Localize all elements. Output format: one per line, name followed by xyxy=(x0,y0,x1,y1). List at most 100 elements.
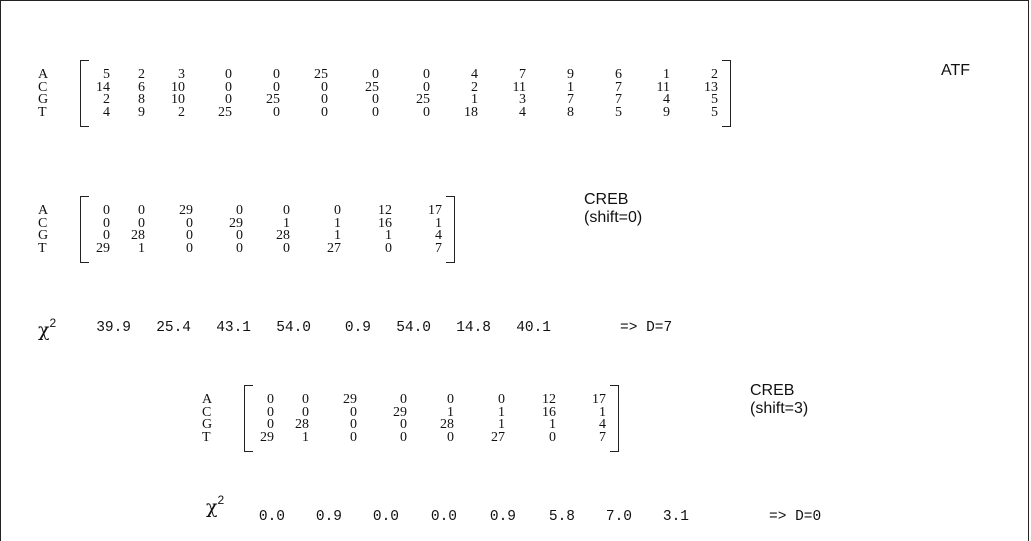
matrix-cell: 0 xyxy=(350,404,357,420)
matrix-cell: 0 xyxy=(350,429,357,445)
matrix-cell: 0 xyxy=(549,429,556,445)
matrix-cells: 0 0 29 0 0 0 12 17 0 0 0 29 1 1 16 1 0 28 0 0 28 1 1 4 29 1 0 0 0 27 0… xyxy=(70,203,442,256)
matrix-cell: 0 xyxy=(302,404,309,420)
row-label-c: C xyxy=(202,404,212,420)
matrix-row-c: 0 0 0 29 1 1 16 1 xyxy=(234,404,606,420)
matrix-cell: 28 xyxy=(276,228,290,243)
matrix-cell: 0 xyxy=(186,215,193,231)
matrix-cell: 0 xyxy=(103,215,110,231)
matrix-cell: 0 xyxy=(267,392,274,407)
right-bracket xyxy=(722,60,731,127)
matrix-cells: 0 0 29 0 0 0 12 17 0 0 0 29 1 1 16 1 0 28 0 0 28 1 1 4 29 1 0 0 0 27 0… xyxy=(234,392,606,445)
row-label-g: G xyxy=(202,417,213,432)
matrix-row-c: 0 0 0 29 1 1 16 1 xyxy=(70,215,442,231)
matrix-cell: 0 xyxy=(236,203,243,218)
chi-value: 7.0 xyxy=(605,509,632,525)
matrix-cell: 0 xyxy=(498,392,505,407)
matrix-cell: 28 xyxy=(131,228,145,243)
chi-symbol: χ xyxy=(206,496,218,518)
matrix-cell: 25 xyxy=(266,92,280,107)
matrix-cell: 0 xyxy=(400,417,407,432)
matrix-cell: 1 xyxy=(385,228,392,243)
matrix-cell: 0 xyxy=(273,79,280,95)
matrix-cell: 7 xyxy=(615,92,622,107)
matrix-cell: 1 xyxy=(663,67,670,82)
matrix-cell: 9 xyxy=(567,67,574,82)
chi-result-2: => D=0 xyxy=(769,509,822,525)
matrix-cell: 1 xyxy=(498,417,505,432)
matrix-cell: 13 xyxy=(704,79,718,95)
chi-value: 0.0 xyxy=(430,509,457,525)
matrix-cell: 4 xyxy=(663,92,670,107)
chi-square-values-2: 0.0 0.9 0.0 0.0 0.9 5.8 7.0 3.1 xyxy=(250,509,689,525)
matrix-cell: 0 xyxy=(302,392,309,407)
matrix-cell: 18 xyxy=(464,104,478,120)
matrix-cell: 1 xyxy=(549,417,556,432)
row-label-c: C xyxy=(38,215,48,231)
chi-square-symbol-1: χ2 xyxy=(38,316,56,341)
matrix-cell: 25 xyxy=(314,67,328,82)
left-bracket xyxy=(80,60,89,127)
matrix-cell: 11 xyxy=(512,79,526,95)
matrix-cell: 0 xyxy=(321,104,328,120)
matrix-cell: 28 xyxy=(440,417,454,432)
matrix-cell: 0 xyxy=(447,392,454,407)
chi-value: 0.9 xyxy=(315,509,342,525)
chi-exponent: 2 xyxy=(49,316,57,330)
creb-shift3-title-line2: (shift=3) xyxy=(750,400,809,417)
matrix-cell: 10 xyxy=(171,92,185,107)
matrix-cell: 0 xyxy=(225,92,232,107)
matrix-cell: 2 xyxy=(711,67,718,82)
matrix-cell: 25 xyxy=(218,104,232,120)
matrix-cell: 5 xyxy=(711,92,718,107)
matrix-cell: 7 xyxy=(435,240,442,256)
matrix-cell: 0 xyxy=(273,104,280,120)
creb-shift0-title-line1: CREB xyxy=(584,191,629,208)
creb-shift0-title: CREB (shift=0) xyxy=(584,191,642,227)
matrix-cell: 0 xyxy=(236,228,243,243)
matrix-cell: 2 xyxy=(471,79,478,95)
matrix-cell: 8 xyxy=(138,92,145,107)
chi-value: 14.8 xyxy=(456,320,491,336)
chi-value: 54.0 xyxy=(276,320,311,336)
creb-shift0-title-line2: (shift=0) xyxy=(584,209,643,226)
matrix-cell: 0 xyxy=(103,228,110,243)
chi-value: 39.9 xyxy=(96,320,131,336)
matrix-row-a: 0 0 29 0 0 0 12 17 xyxy=(234,392,606,407)
matrix-cell: 0 xyxy=(273,67,280,82)
chi-value: 3.1 xyxy=(662,509,689,525)
matrix-row-t: 29 1 0 0 0 27 0 7 xyxy=(234,429,606,445)
matrix-row-g: 0 28 0 0 28 1 1 4 xyxy=(234,417,606,432)
left-bracket xyxy=(80,196,89,263)
row-label-t: T xyxy=(38,104,47,120)
matrix-cell: 4 xyxy=(471,67,478,82)
row-label-a: A xyxy=(38,203,49,218)
matrix-row-g: 0 28 0 0 28 1 1 4 xyxy=(70,228,442,243)
matrix-cell: 27 xyxy=(491,429,505,445)
row-label-c: C xyxy=(38,79,48,95)
matrix-cell: 0 xyxy=(267,404,274,420)
matrix-cell: 5 xyxy=(103,67,110,82)
matrix-cell: 1 xyxy=(567,79,574,95)
matrix-cell: 4 xyxy=(103,104,110,120)
matrix-cell: 4 xyxy=(435,228,442,243)
right-bracket xyxy=(610,385,619,452)
matrix-cell: 5 xyxy=(711,104,718,120)
matrix-cell: 1 xyxy=(334,228,341,243)
matrix-cells: 5 2 3 0 0 25 0 0 4 7 9 6 1 2 14 6 10 0 0 0 25 0 2 11 1 7 11 13 2 8 10 0… xyxy=(70,67,718,120)
creb-shift3-title-line1: CREB xyxy=(750,382,795,399)
chi-result-1: => D=7 xyxy=(620,320,673,336)
matrix-cell: 17 xyxy=(428,203,442,218)
matrix-cell: 0 xyxy=(321,92,328,107)
chi-exponent: 2 xyxy=(217,493,225,507)
matrix-cell: 4 xyxy=(519,104,526,120)
matrix-row-a: 0 0 29 0 0 0 12 17 xyxy=(70,203,442,218)
matrix-cell: 2 xyxy=(138,67,145,82)
matrix-cell: 0 xyxy=(400,392,407,407)
matrix-row-g: 2 8 10 0 25 0 0 25 1 3 7 7 4 5 xyxy=(70,92,718,107)
matrix-cell: 6 xyxy=(138,79,145,95)
matrix-cell: 7 xyxy=(599,429,606,445)
matrix-cell: 0 xyxy=(225,79,232,95)
chi-square-symbol-2: χ2 xyxy=(206,493,224,518)
